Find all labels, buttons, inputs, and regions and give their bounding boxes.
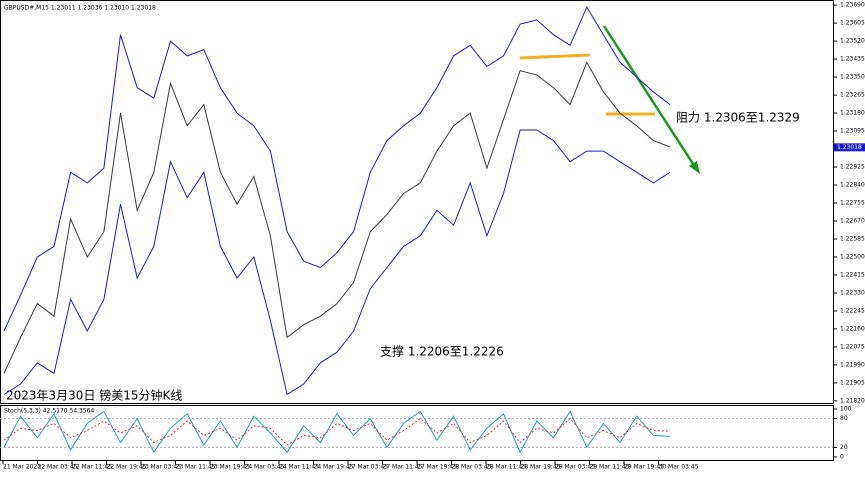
trend-arrow	[602, 25, 699, 171]
y-tick-label: 1.23435	[840, 56, 865, 63]
series-line	[3, 417, 671, 446]
y-tick-label: 1.22670	[840, 217, 865, 224]
y-tick-label: 1.21905	[840, 379, 865, 386]
y-tick-label: 1.23520	[840, 38, 865, 45]
x-tick-label: 28 Mar 03:45	[452, 464, 492, 471]
main-frame	[0, 0, 834, 404]
x-tick-label: 28 Mar 19:45	[521, 464, 561, 471]
y-tick-label: 1.22500	[840, 253, 865, 260]
y-tick-label: 1.23180	[840, 110, 865, 117]
level-line	[519, 53, 591, 60]
y-tick-label: 1.22585	[840, 235, 865, 242]
x-tick-label: 23 Mar 19:45	[210, 464, 250, 471]
y-tick-label: 1.22840	[840, 182, 865, 189]
y-tick-label: 1.22330	[840, 289, 865, 296]
x-tick-label: 30 Mar 03:45	[659, 464, 699, 471]
y-tick-label: 1.22160	[840, 325, 865, 332]
series-line	[3, 410, 671, 454]
x-tick-label: 24 Mar 19:45	[314, 464, 354, 471]
annotation: 支撑 1.2206至1.2226	[380, 344, 504, 359]
x-tick-label: 27 Mar 03:45	[348, 464, 388, 471]
arrow-head	[689, 161, 700, 174]
series-line	[3, 61, 671, 374]
y-tick-label: 1.23690	[840, 2, 865, 9]
x-tick-label: 27 Mar 19:45	[417, 464, 457, 471]
y-tick-label: 1.23350	[840, 74, 865, 81]
stoch-frame	[0, 405, 834, 461]
series-line	[3, 6, 671, 332]
price-label: 1.23018	[837, 144, 862, 151]
y-tick-label: 80	[840, 415, 848, 422]
y-tick-label: 1.22075	[840, 343, 865, 350]
x-tick-label: 22 Mar 19:45	[107, 464, 147, 471]
x-tick-label: 29 Mar 19:45	[624, 464, 664, 471]
x-tick-label: 24 Mar 11:45	[279, 464, 319, 471]
y-tick-label: 1.23095	[840, 128, 865, 135]
x-tick-label: 29 Mar 03:45	[555, 464, 595, 471]
x-tick-label: 28 Mar 11:45	[486, 464, 526, 471]
x-tick-label: 29 Mar 11:45	[590, 464, 630, 471]
y-tick-label: 0	[840, 454, 844, 461]
x-tick-label: 22 Mar 11:45	[72, 464, 112, 471]
y-tick-label: 20	[840, 444, 848, 451]
y-tick-label: 1.22415	[840, 271, 865, 278]
chart-title: 2023年3月30日 镑美15分钟K线	[6, 388, 182, 403]
y-tick-label: 1.21990	[840, 361, 865, 368]
header: GBPUSD#,M15 1.23011 1.23036 1.23010 1.23…	[4, 5, 156, 12]
x-tick-label: 23 Mar 03:45	[141, 464, 181, 471]
x-tick-label: 27 Mar 11:45	[383, 464, 423, 471]
x-tick-label: 21 Mar 2023	[3, 464, 41, 471]
y-tick-label: 1.22245	[840, 307, 865, 314]
x-tick-label: 24 Mar 03:45	[245, 464, 285, 471]
y-tick-label: 1.23605	[840, 20, 865, 27]
annotation: 阻力 1.2306至1.2329	[676, 111, 800, 125]
y-tick-label: 1.22925	[840, 164, 865, 171]
x-tick-label: 23 Mar 11:45	[176, 464, 216, 471]
y-tick-label: 1.22755	[840, 200, 865, 207]
series-line	[3, 129, 671, 396]
y-tick-label: 100	[840, 406, 852, 413]
stoch-title: Stoch(5,3,3) 42.5170 54.3564	[4, 408, 95, 415]
y-tick-label: 1.23265	[840, 92, 865, 99]
y-tick-label: 1.21820	[840, 397, 865, 404]
price-marker	[834, 143, 865, 152]
x-tick-label: 22 Mar 03:45	[38, 464, 78, 471]
